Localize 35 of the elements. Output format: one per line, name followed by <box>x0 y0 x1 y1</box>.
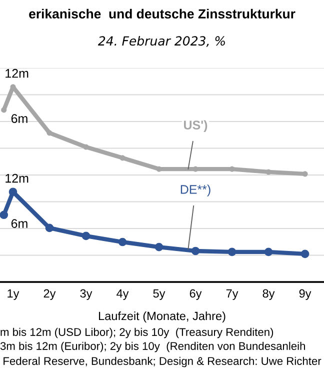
point <box>154 242 164 252</box>
chart-title: erikanische und deutsche Zinsstrukturkur <box>29 8 296 19</box>
point <box>46 130 52 136</box>
x-tick-label: 6y <box>190 289 202 300</box>
chart-subtitle: 24. Februar 2023, % <box>98 36 225 47</box>
point <box>0 210 8 220</box>
annotation: 12m <box>6 174 28 183</box>
point <box>83 144 89 150</box>
x-tick-label: 3y <box>80 289 92 300</box>
text: Federal Reserve, Bundesbank; Design & Research: Uwe Richter <box>4 356 322 368</box>
x-tick-label: 7y <box>226 289 238 300</box>
point <box>118 238 127 246</box>
annotation: 6m <box>11 219 28 228</box>
x-tick-label: 9y <box>299 289 312 300</box>
point <box>264 248 273 256</box>
annotation: 6m <box>11 114 28 124</box>
x-tick-label: 4y <box>116 289 129 300</box>
point <box>300 250 310 258</box>
point <box>120 155 126 161</box>
text: m bis 12m (USD Libor); 2y bis 10y (Treasury Renditen) <box>0 328 274 338</box>
text: 3m bis 12m (Euribor); 2y bis 10y (Renditen von Bundesanleih <box>0 342 305 352</box>
x-tick-label: 1y <box>8 289 20 300</box>
point <box>82 232 90 240</box>
point <box>45 224 54 232</box>
text: DE**) <box>180 184 210 196</box>
point <box>1 107 7 113</box>
text: 12m <box>6 68 28 78</box>
x-tick-label: 8y <box>262 289 275 300</box>
x-axis-title: Laufzeit (Monate, Jahre) <box>98 311 226 322</box>
x-tick-label: 2y <box>44 289 56 300</box>
text: US') <box>184 120 208 132</box>
point <box>191 246 200 256</box>
point <box>8 188 18 196</box>
x-tick-label: 5y <box>153 289 166 300</box>
point <box>228 248 236 256</box>
